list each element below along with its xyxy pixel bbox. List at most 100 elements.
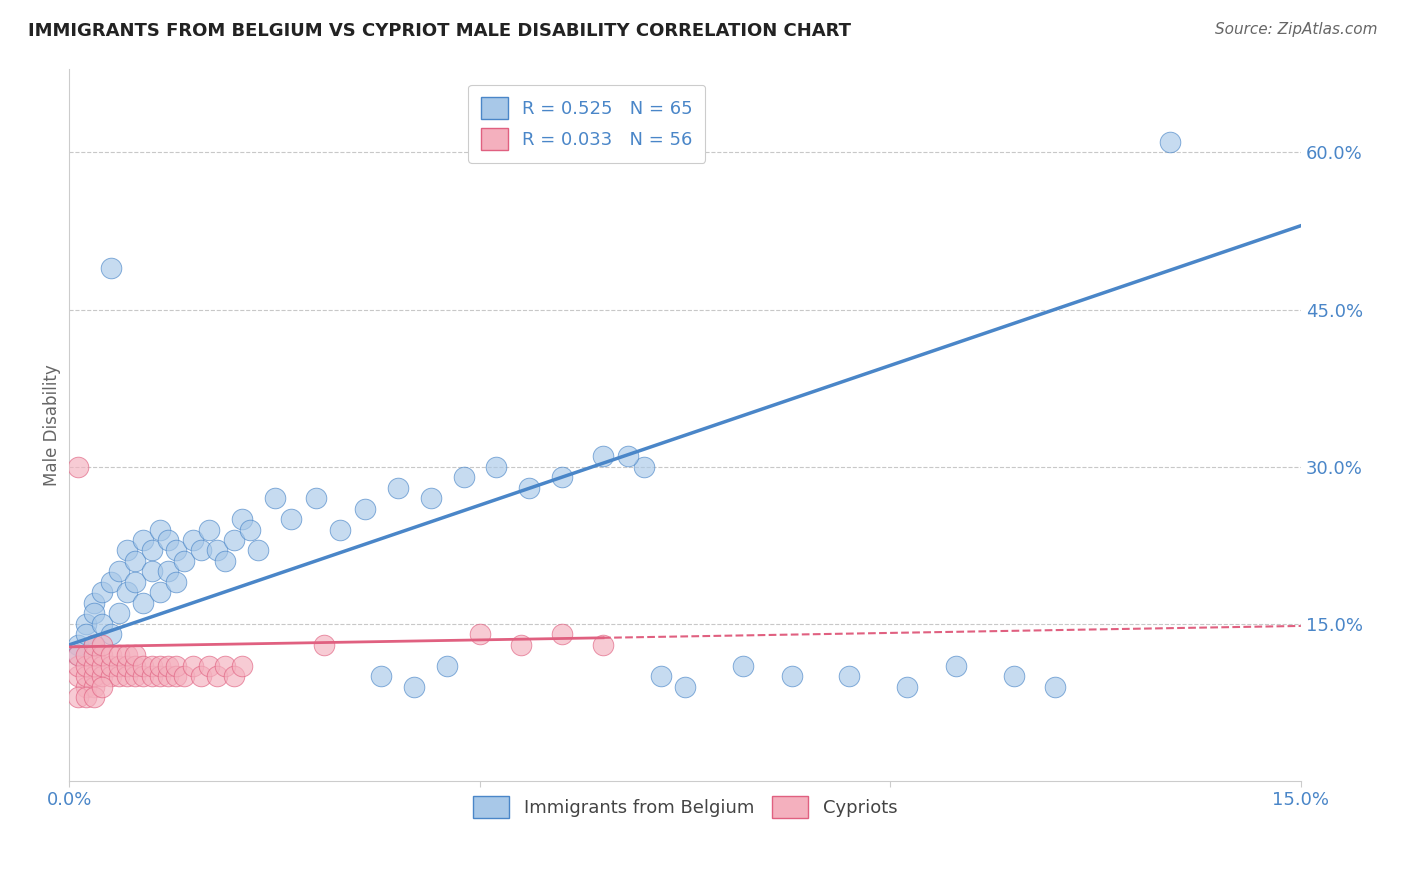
Point bbox=[173, 669, 195, 683]
Point bbox=[91, 680, 114, 694]
Point bbox=[673, 680, 696, 694]
Point bbox=[124, 574, 146, 589]
Point bbox=[190, 543, 212, 558]
Point bbox=[198, 523, 221, 537]
Point bbox=[485, 459, 508, 474]
Point bbox=[66, 690, 89, 705]
Point bbox=[75, 627, 97, 641]
Text: IMMIGRANTS FROM BELGIUM VS CYPRIOT MALE DISABILITY CORRELATION CHART: IMMIGRANTS FROM BELGIUM VS CYPRIOT MALE … bbox=[28, 22, 851, 40]
Point bbox=[75, 690, 97, 705]
Point bbox=[731, 658, 754, 673]
Point bbox=[329, 523, 352, 537]
Point bbox=[83, 648, 105, 663]
Point bbox=[91, 648, 114, 663]
Point bbox=[75, 658, 97, 673]
Point bbox=[141, 543, 163, 558]
Point bbox=[551, 627, 574, 641]
Point bbox=[205, 669, 228, 683]
Point bbox=[214, 658, 236, 673]
Point bbox=[551, 470, 574, 484]
Point bbox=[222, 669, 245, 683]
Point bbox=[149, 523, 172, 537]
Point bbox=[115, 658, 138, 673]
Point bbox=[124, 658, 146, 673]
Point bbox=[198, 658, 221, 673]
Point bbox=[107, 607, 129, 621]
Point bbox=[124, 669, 146, 683]
Point bbox=[100, 260, 122, 275]
Point bbox=[1002, 669, 1025, 683]
Point bbox=[156, 565, 179, 579]
Point bbox=[107, 648, 129, 663]
Point bbox=[181, 533, 204, 547]
Point bbox=[66, 648, 89, 663]
Point bbox=[149, 669, 172, 683]
Point bbox=[633, 459, 655, 474]
Point bbox=[83, 680, 105, 694]
Point bbox=[83, 690, 105, 705]
Point bbox=[66, 459, 89, 474]
Point bbox=[247, 543, 270, 558]
Point bbox=[173, 554, 195, 568]
Point bbox=[190, 669, 212, 683]
Point bbox=[115, 648, 138, 663]
Point bbox=[181, 658, 204, 673]
Point bbox=[239, 523, 262, 537]
Point bbox=[75, 680, 97, 694]
Point bbox=[312, 638, 335, 652]
Point bbox=[305, 491, 328, 505]
Point bbox=[165, 658, 187, 673]
Point bbox=[510, 638, 533, 652]
Point bbox=[83, 638, 105, 652]
Point bbox=[165, 574, 187, 589]
Point bbox=[156, 533, 179, 547]
Point bbox=[156, 658, 179, 673]
Point bbox=[132, 658, 155, 673]
Point bbox=[141, 565, 163, 579]
Point bbox=[231, 658, 253, 673]
Point bbox=[896, 680, 918, 694]
Point bbox=[592, 449, 614, 463]
Point bbox=[231, 512, 253, 526]
Point bbox=[263, 491, 285, 505]
Point bbox=[124, 554, 146, 568]
Point bbox=[91, 616, 114, 631]
Point bbox=[149, 658, 172, 673]
Point bbox=[1159, 135, 1181, 149]
Point bbox=[107, 565, 129, 579]
Point bbox=[517, 481, 540, 495]
Point bbox=[66, 648, 89, 663]
Point bbox=[91, 638, 114, 652]
Point bbox=[107, 669, 129, 683]
Point bbox=[165, 543, 187, 558]
Point bbox=[132, 669, 155, 683]
Point bbox=[945, 658, 967, 673]
Point bbox=[100, 658, 122, 673]
Point bbox=[83, 638, 105, 652]
Legend: Immigrants from Belgium, Cypriots: Immigrants from Belgium, Cypriots bbox=[465, 789, 904, 825]
Point bbox=[132, 533, 155, 547]
Point bbox=[75, 669, 97, 683]
Point bbox=[83, 596, 105, 610]
Point bbox=[616, 449, 638, 463]
Point bbox=[100, 669, 122, 683]
Point bbox=[115, 585, 138, 599]
Text: Source: ZipAtlas.com: Source: ZipAtlas.com bbox=[1215, 22, 1378, 37]
Point bbox=[650, 669, 672, 683]
Point bbox=[107, 658, 129, 673]
Point bbox=[149, 585, 172, 599]
Point bbox=[66, 669, 89, 683]
Point bbox=[83, 669, 105, 683]
Point bbox=[66, 658, 89, 673]
Point bbox=[419, 491, 441, 505]
Point bbox=[404, 680, 426, 694]
Point bbox=[115, 669, 138, 683]
Point bbox=[100, 648, 122, 663]
Point bbox=[205, 543, 228, 558]
Point bbox=[436, 658, 458, 673]
Point bbox=[222, 533, 245, 547]
Point bbox=[1043, 680, 1066, 694]
Point bbox=[132, 596, 155, 610]
Point bbox=[83, 607, 105, 621]
Point bbox=[838, 669, 860, 683]
